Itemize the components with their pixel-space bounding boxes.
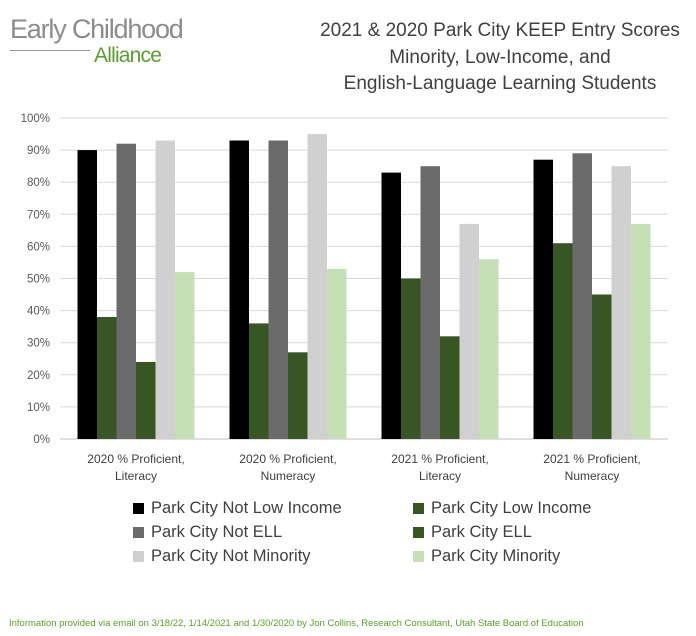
bar-park-city-not-minority-2 <box>307 134 327 439</box>
x-tick-label: Numeracy <box>261 469 316 483</box>
source-footnote: Information provided via email on 3/18/2… <box>9 618 584 629</box>
x-tick-label: 2020 % Proficient, <box>87 452 184 466</box>
x-tick-label: 2020 % Proficient, <box>239 452 336 466</box>
y-tick-label: 30% <box>27 338 50 350</box>
bar-park-city-low-income-1 <box>97 317 117 439</box>
legend-label: Park City Not Minority <box>151 546 311 565</box>
legend-label: Park City ELL <box>431 522 532 541</box>
legend-label: Park City Low Income <box>431 498 592 517</box>
y-tick-label: 60% <box>27 241 50 253</box>
x-tick-label: Literacy <box>419 469 461 483</box>
chart-legend: Park City Not Low Income Park City Low In… <box>133 496 653 568</box>
legend-item: Park City Low Income <box>413 496 591 520</box>
legend-item: Park City Not ELL <box>133 520 282 544</box>
bar-park-city-not-ell-1 <box>116 143 136 439</box>
y-tick-label: 50% <box>27 274 50 286</box>
bar-park-city-not-ell-2 <box>268 140 288 439</box>
logo-divider <box>10 50 90 51</box>
y-tick-label: 20% <box>27 370 50 382</box>
y-tick-label: 40% <box>27 306 50 318</box>
legend-swatch <box>133 502 144 514</box>
bar-park-city-low-income-4 <box>553 243 573 439</box>
legend-label: Park City Not Low Income <box>151 498 342 517</box>
bar-park-city-ell-2 <box>288 352 308 439</box>
y-tick-label: 70% <box>27 209 50 221</box>
bar-park-city-not-minority-4 <box>611 166 631 439</box>
legend-swatch <box>133 550 144 562</box>
bar-park-city-not-low-income-1 <box>77 150 97 439</box>
legend-label: Park City Minority <box>431 546 561 565</box>
bar-park-city-not-low-income-2 <box>229 140 249 439</box>
y-tick-label: 100% <box>21 113 50 125</box>
bar-park-city-not-ell-3 <box>420 166 440 439</box>
bar-park-city-minority-4 <box>631 223 651 439</box>
legend-label: Park City Not ELL <box>151 522 283 541</box>
legend-item: Park City Not Low Income <box>133 496 342 520</box>
chart-title-line-2: Minority, Low-Income, and <box>389 46 611 68</box>
bar-chart: 0% 10% 20% 30% 40% 50% 60% 70% 80% 90% 100% 2020 % … <box>21 113 668 483</box>
y-tick-label: 0% <box>33 434 50 446</box>
bar-park-city-not-minority-1 <box>155 140 175 439</box>
legend-swatch <box>413 550 424 562</box>
legend-swatch <box>413 526 424 538</box>
legend-item: Park City ELL <box>413 520 532 544</box>
bar-park-city-not-minority-3 <box>459 223 479 439</box>
x-tick-label: 2021 % Proficient, <box>543 452 640 466</box>
bar-park-city-not-ell-4 <box>572 153 592 440</box>
y-tick-label: 80% <box>27 177 50 189</box>
chart-title-line-1: 2021 & 2020 Park City KEEP Entry Scores <box>320 20 680 41</box>
bar-park-city-low-income-3 <box>401 278 421 439</box>
x-tick-label: 2021 % Proficient, <box>391 452 488 466</box>
bar-park-city-low-income-2 <box>249 323 269 439</box>
logo: Early Childhood Alliance <box>10 14 184 70</box>
logo-text-alliance: Alliance <box>94 44 162 67</box>
bar-park-city-not-low-income-3 <box>381 172 401 439</box>
bar-park-city-minority-3 <box>479 259 499 439</box>
bar-park-city-not-low-income-4 <box>533 159 553 439</box>
y-tick-label: 10% <box>27 402 50 414</box>
legend-item: Park City Minority <box>413 544 560 568</box>
x-tick-label: Literacy <box>115 469 157 483</box>
bar-park-city-ell-4 <box>592 294 612 439</box>
bar-park-city-ell-1 <box>136 362 156 439</box>
chart-title-line-3: English-Language Learning Students <box>343 73 657 94</box>
legend-swatch <box>133 526 144 538</box>
bar-park-city-ell-3 <box>440 336 460 439</box>
y-tick-label: 90% <box>27 145 50 157</box>
legend-item: Park City Not Minority <box>133 544 311 568</box>
logo-text-early-childhood: Early Childhood <box>10 14 184 44</box>
legend-swatch <box>413 502 424 514</box>
x-tick-label: Numeracy <box>565 469 620 483</box>
bar-park-city-minority-1 <box>175 272 195 439</box>
bar-park-city-minority-2 <box>327 268 347 439</box>
chart-title: 2021 & 2020 Park City KEEP Entry Scores … <box>300 18 696 98</box>
